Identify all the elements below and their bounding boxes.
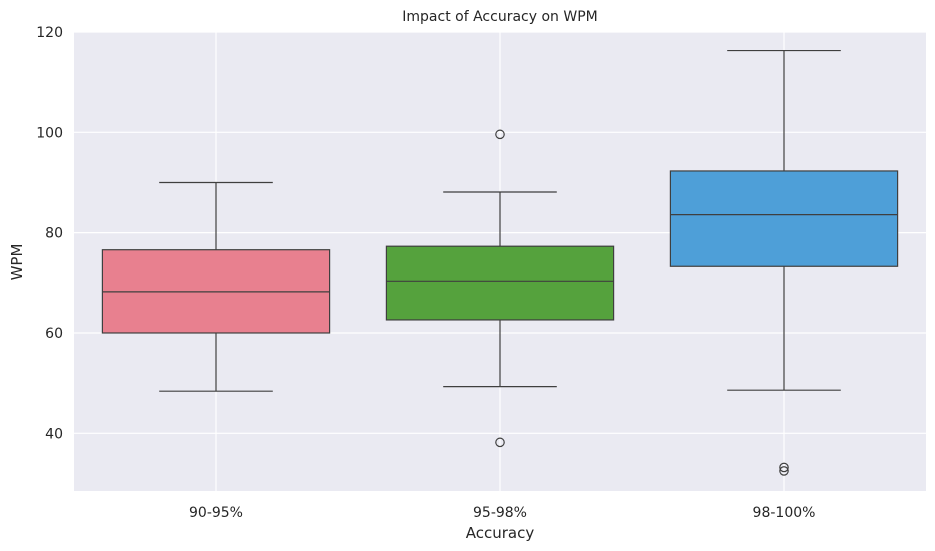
x-tick-label: 98-100% (753, 505, 816, 521)
y-tick-labels: 40 60 80 100 120 (36, 25, 63, 442)
box-iqr (669, 170, 899, 267)
outlier-point (779, 462, 789, 473)
y-axis-label: WPM (8, 244, 26, 281)
box-98-100 (669, 49, 899, 476)
box-95-98 (385, 129, 615, 448)
outlier-point (495, 437, 505, 448)
y-tick-label: 60 (45, 326, 63, 342)
outlier-point (495, 129, 505, 140)
box-iqr (385, 245, 615, 321)
boxes-group (101, 49, 899, 476)
x-tick-label: 90-95% (189, 505, 243, 521)
x-tick-labels: 90-95% 95-98% 98-100% (189, 505, 815, 521)
x-tick-label: 95-98% (473, 505, 527, 521)
chart-title: Impact of Accuracy on WPM (402, 9, 597, 25)
y-tick-label: 100 (36, 125, 63, 141)
outlier-point (779, 466, 789, 476)
x-axis-label: Accuracy (466, 524, 535, 542)
y-tick-label: 80 (45, 226, 63, 242)
y-tick-label: 40 (45, 426, 63, 442)
y-tick-label: 120 (36, 25, 63, 41)
box-90-95 (101, 181, 331, 392)
